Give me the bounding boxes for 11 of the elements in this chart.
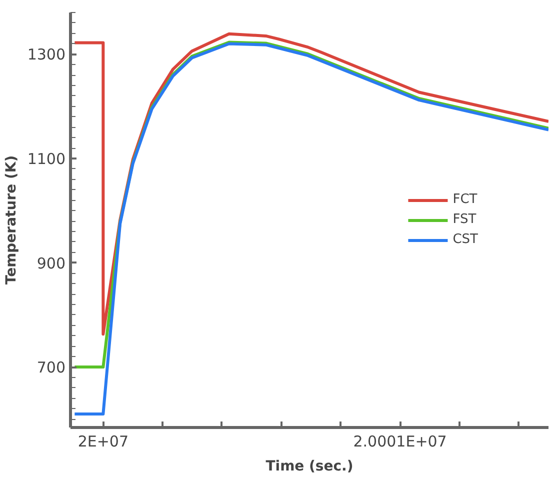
y-tick-label: 1100 xyxy=(27,150,66,168)
x-tick-label: 2.0001E+07 xyxy=(353,432,447,450)
y-tick-label: 700 xyxy=(36,358,66,377)
y-axis-title: Temperature (K) xyxy=(3,155,20,285)
x-tick-label: 2E+07 xyxy=(78,432,129,450)
legend-label: FCT xyxy=(452,192,478,207)
y-tick-label: 1300 xyxy=(27,46,66,64)
y-tick-label: 900 xyxy=(36,254,66,272)
x-axis-title: Time (sec.) xyxy=(266,458,354,474)
legend-label: CST xyxy=(452,232,478,247)
legend-label: FST xyxy=(452,212,476,227)
